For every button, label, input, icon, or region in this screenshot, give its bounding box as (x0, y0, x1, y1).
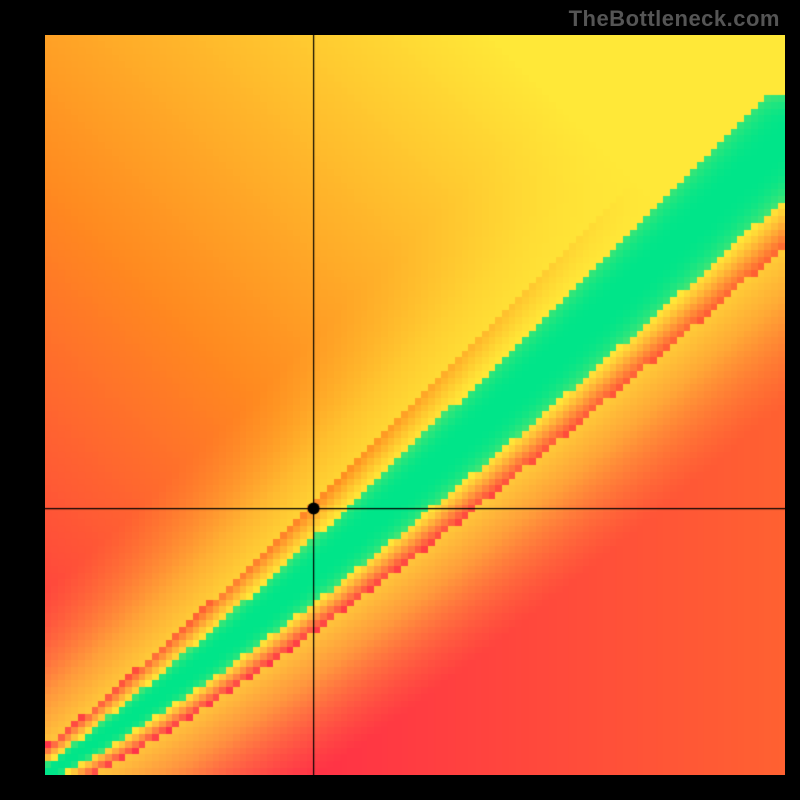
chart-container: TheBottleneck.com (0, 0, 800, 800)
watermark-text: TheBottleneck.com (569, 6, 780, 32)
bottleneck-heatmap (45, 35, 785, 775)
